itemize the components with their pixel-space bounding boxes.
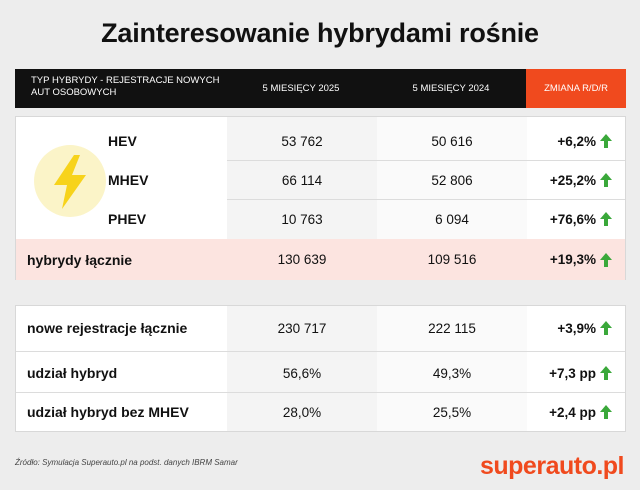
row-label: udział hybryd bez MHEV (27, 404, 189, 420)
value-2025: 10 763 (281, 211, 323, 227)
value-2025: 56,6% (282, 365, 322, 381)
header-change: ZMIANA R/D/R (526, 69, 626, 108)
arrow-up-icon (600, 134, 612, 148)
value-2025: 28,0% (282, 404, 322, 420)
change-value: +2,4 pp (549, 404, 596, 420)
change-value: +6,2% (557, 133, 596, 149)
header-2025: 5 MIESIĘCY 2025 (262, 83, 340, 94)
row-label: MHEV (108, 172, 149, 188)
value-2024: 222 115 (428, 320, 476, 336)
table-row: udział hybryd 56,6% 49,3% +7,3 pp (16, 353, 625, 393)
table-row: nowe rejestracje łącznie 230 717 222 115… (16, 308, 625, 348)
arrow-up-icon (600, 405, 612, 419)
change-value: +25,2% (549, 172, 596, 188)
arrow-up-icon (600, 321, 612, 335)
value-2024: 25,5% (432, 404, 472, 420)
table-row: PHEV 10 763 6 094 +76,6% (16, 199, 625, 239)
row-label: hybrydy łącznie (27, 251, 133, 268)
lightning-bolt-icon (34, 145, 106, 217)
divider (227, 199, 625, 200)
row-label: HEV (108, 133, 137, 149)
row-label: udział hybryd (27, 365, 118, 381)
header-type: TYP HYBRYDY - REJESTRACJE NOWYCH AUT OSO… (31, 75, 220, 98)
value-2024: 52 806 (431, 172, 473, 188)
value-2024: 109 516 (427, 252, 477, 267)
arrow-up-icon (600, 252, 612, 267)
divider (227, 160, 625, 161)
row-label: PHEV (108, 211, 147, 227)
summary-card: nowe rejestracje łącznie 230 717 222 115… (15, 305, 626, 432)
row-label: nowe rejestracje łącznie (27, 320, 188, 336)
divider (16, 392, 625, 393)
change-value: +76,6% (549, 211, 596, 227)
value-2025: 130 639 (277, 252, 327, 267)
value-2024: 6 094 (435, 211, 469, 227)
divider (16, 351, 625, 352)
arrow-up-icon (600, 173, 612, 187)
change-value: +7,3 pp (549, 365, 596, 381)
hybrids-card: HEV 53 762 50 616 +6,2% MHEV 66 114 52 8… (15, 116, 626, 280)
change-value: +3,9% (557, 320, 596, 336)
table-row: MHEV 66 114 52 806 +25,2% (16, 160, 625, 200)
change-value: +19,3% (549, 252, 596, 267)
header-2024: 5 MIESIĘCY 2024 (412, 83, 490, 94)
brand-logo: superauto.pl (479, 452, 625, 480)
value-2024: 50 616 (431, 133, 473, 149)
table-row: udział hybryd bez MHEV 28,0% 25,5% +2,4 … (16, 392, 625, 432)
table-row-total: hybrydy łącznie 130 639 109 516 +19,3% (16, 239, 625, 280)
arrow-up-icon (600, 212, 612, 226)
table-row: HEV 53 762 50 616 +6,2% (16, 121, 625, 161)
table-header: TYP HYBRYDY - REJESTRACJE NOWYCH AUT OSO… (15, 69, 626, 108)
arrow-up-icon (600, 366, 612, 380)
page-title: Zainteresowanie hybrydami rośnie (101, 18, 539, 48)
value-2025: 53 762 (281, 133, 323, 149)
col-2024-shade (377, 306, 527, 431)
value-2025: 230 717 (277, 320, 327, 336)
value-2024: 49,3% (432, 365, 472, 381)
col-2025-shade (227, 306, 377, 431)
source-note: Źródło: Symulacja Superauto.pl na podst.… (15, 458, 238, 467)
value-2025: 66 114 (281, 172, 323, 188)
